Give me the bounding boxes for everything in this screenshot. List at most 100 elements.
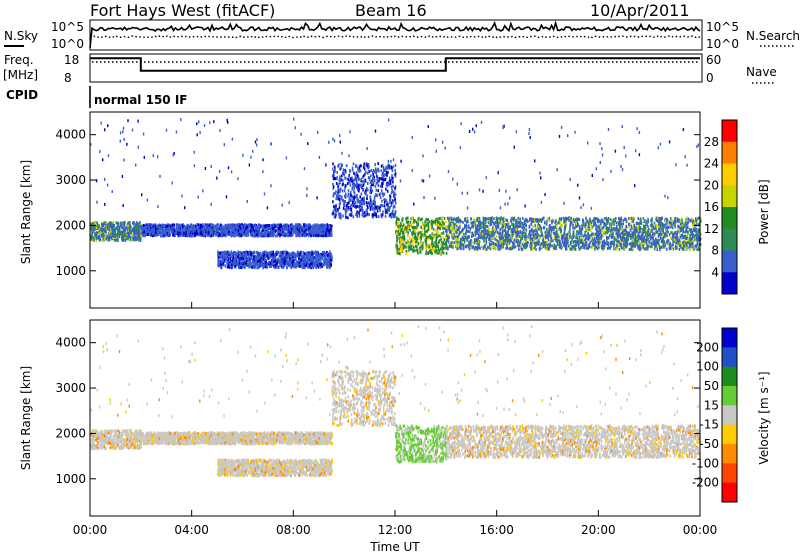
data-cell <box>220 227 223 231</box>
data-cell <box>127 237 129 241</box>
data-cell <box>101 233 103 237</box>
data-cell <box>289 223 292 227</box>
data-cell <box>325 228 328 232</box>
data-cell <box>98 230 100 234</box>
data-cell <box>381 199 383 203</box>
data-cell <box>374 170 377 174</box>
data-cell <box>234 264 236 268</box>
data-cell <box>298 232 301 236</box>
data-cell <box>424 233 426 237</box>
data-cell <box>275 262 278 266</box>
data-cell <box>375 174 378 178</box>
data-cell <box>108 238 111 242</box>
data-cell <box>221 224 223 228</box>
data-cell <box>135 237 138 241</box>
data-cell <box>401 225 404 229</box>
data-cell <box>291 263 294 267</box>
data-cell <box>443 238 445 242</box>
data-cell <box>105 237 107 241</box>
data-cell <box>344 168 347 172</box>
data-cell <box>94 237 96 240</box>
data-cell <box>442 251 445 255</box>
data-cell <box>314 251 317 255</box>
data-cell <box>232 255 235 259</box>
noise-left-tick-bottom: 10^0 <box>51 37 84 51</box>
data-cell <box>170 230 173 234</box>
data-cell <box>584 221 587 225</box>
data-cell <box>265 250 267 254</box>
data-cell <box>123 231 126 235</box>
data-cell <box>407 245 410 249</box>
data-cell <box>445 220 447 224</box>
data-cell <box>359 200 362 203</box>
data-cell <box>319 259 322 262</box>
data-cell <box>268 260 270 264</box>
data-cell <box>320 256 322 259</box>
data-cell <box>418 236 420 240</box>
data-cell <box>240 228 243 232</box>
data-cell <box>278 230 280 234</box>
data-cell <box>334 208 337 212</box>
data-cell <box>162 228 164 232</box>
data-cell <box>413 232 416 236</box>
data-cell <box>93 221 95 225</box>
data-cell <box>291 251 294 255</box>
data-cell <box>639 242 641 246</box>
data-cell <box>356 187 359 191</box>
data-cell <box>339 175 341 179</box>
data-cell <box>303 225 306 229</box>
data-cell <box>236 225 239 229</box>
data-cell <box>385 165 388 169</box>
data-cell <box>315 265 317 269</box>
data-cell <box>343 173 345 177</box>
data-cell <box>132 221 134 225</box>
data-cell <box>496 221 499 225</box>
data-cell <box>290 260 293 264</box>
data-cell <box>235 228 237 232</box>
data-cell <box>197 223 200 227</box>
data-cell <box>118 227 121 231</box>
data-cell <box>410 217 412 221</box>
data-cell <box>421 227 424 231</box>
data-cell <box>692 235 694 238</box>
data-cell <box>441 241 443 244</box>
data-cell <box>142 231 144 235</box>
data-cell <box>294 265 297 269</box>
data-cell <box>386 184 389 188</box>
data-cell <box>162 224 164 228</box>
data-cell <box>365 201 368 204</box>
data-cell <box>332 200 334 204</box>
data-cell <box>376 193 378 197</box>
data-cell <box>550 233 552 237</box>
data-cell <box>401 219 404 223</box>
data-cell <box>349 193 352 197</box>
data-cell <box>327 229 329 233</box>
data-cell <box>262 254 265 258</box>
data-cell <box>300 252 303 256</box>
data-cell <box>279 254 281 258</box>
data-cell <box>139 234 141 238</box>
data-cell <box>289 257 291 261</box>
data-cell <box>431 239 433 243</box>
data-cell <box>330 255 333 259</box>
data-cell <box>370 168 373 172</box>
data-cell <box>374 201 376 205</box>
data-cell <box>292 265 295 269</box>
data-cell <box>197 227 200 231</box>
data-cell <box>185 225 188 229</box>
data-cell <box>229 230 232 234</box>
data-cell <box>304 231 307 235</box>
data-cell <box>279 233 282 237</box>
data-cell <box>112 224 115 228</box>
data-cell <box>285 262 287 266</box>
data-cell <box>367 163 370 166</box>
data-cell <box>338 197 341 201</box>
data-cell <box>544 232 547 236</box>
data-cell <box>377 168 379 172</box>
data-cell <box>201 232 203 236</box>
data-cell <box>244 266 246 270</box>
data-cell <box>225 258 227 262</box>
data-cell <box>295 254 298 257</box>
data-cell <box>257 264 260 268</box>
data-cell <box>266 224 269 228</box>
